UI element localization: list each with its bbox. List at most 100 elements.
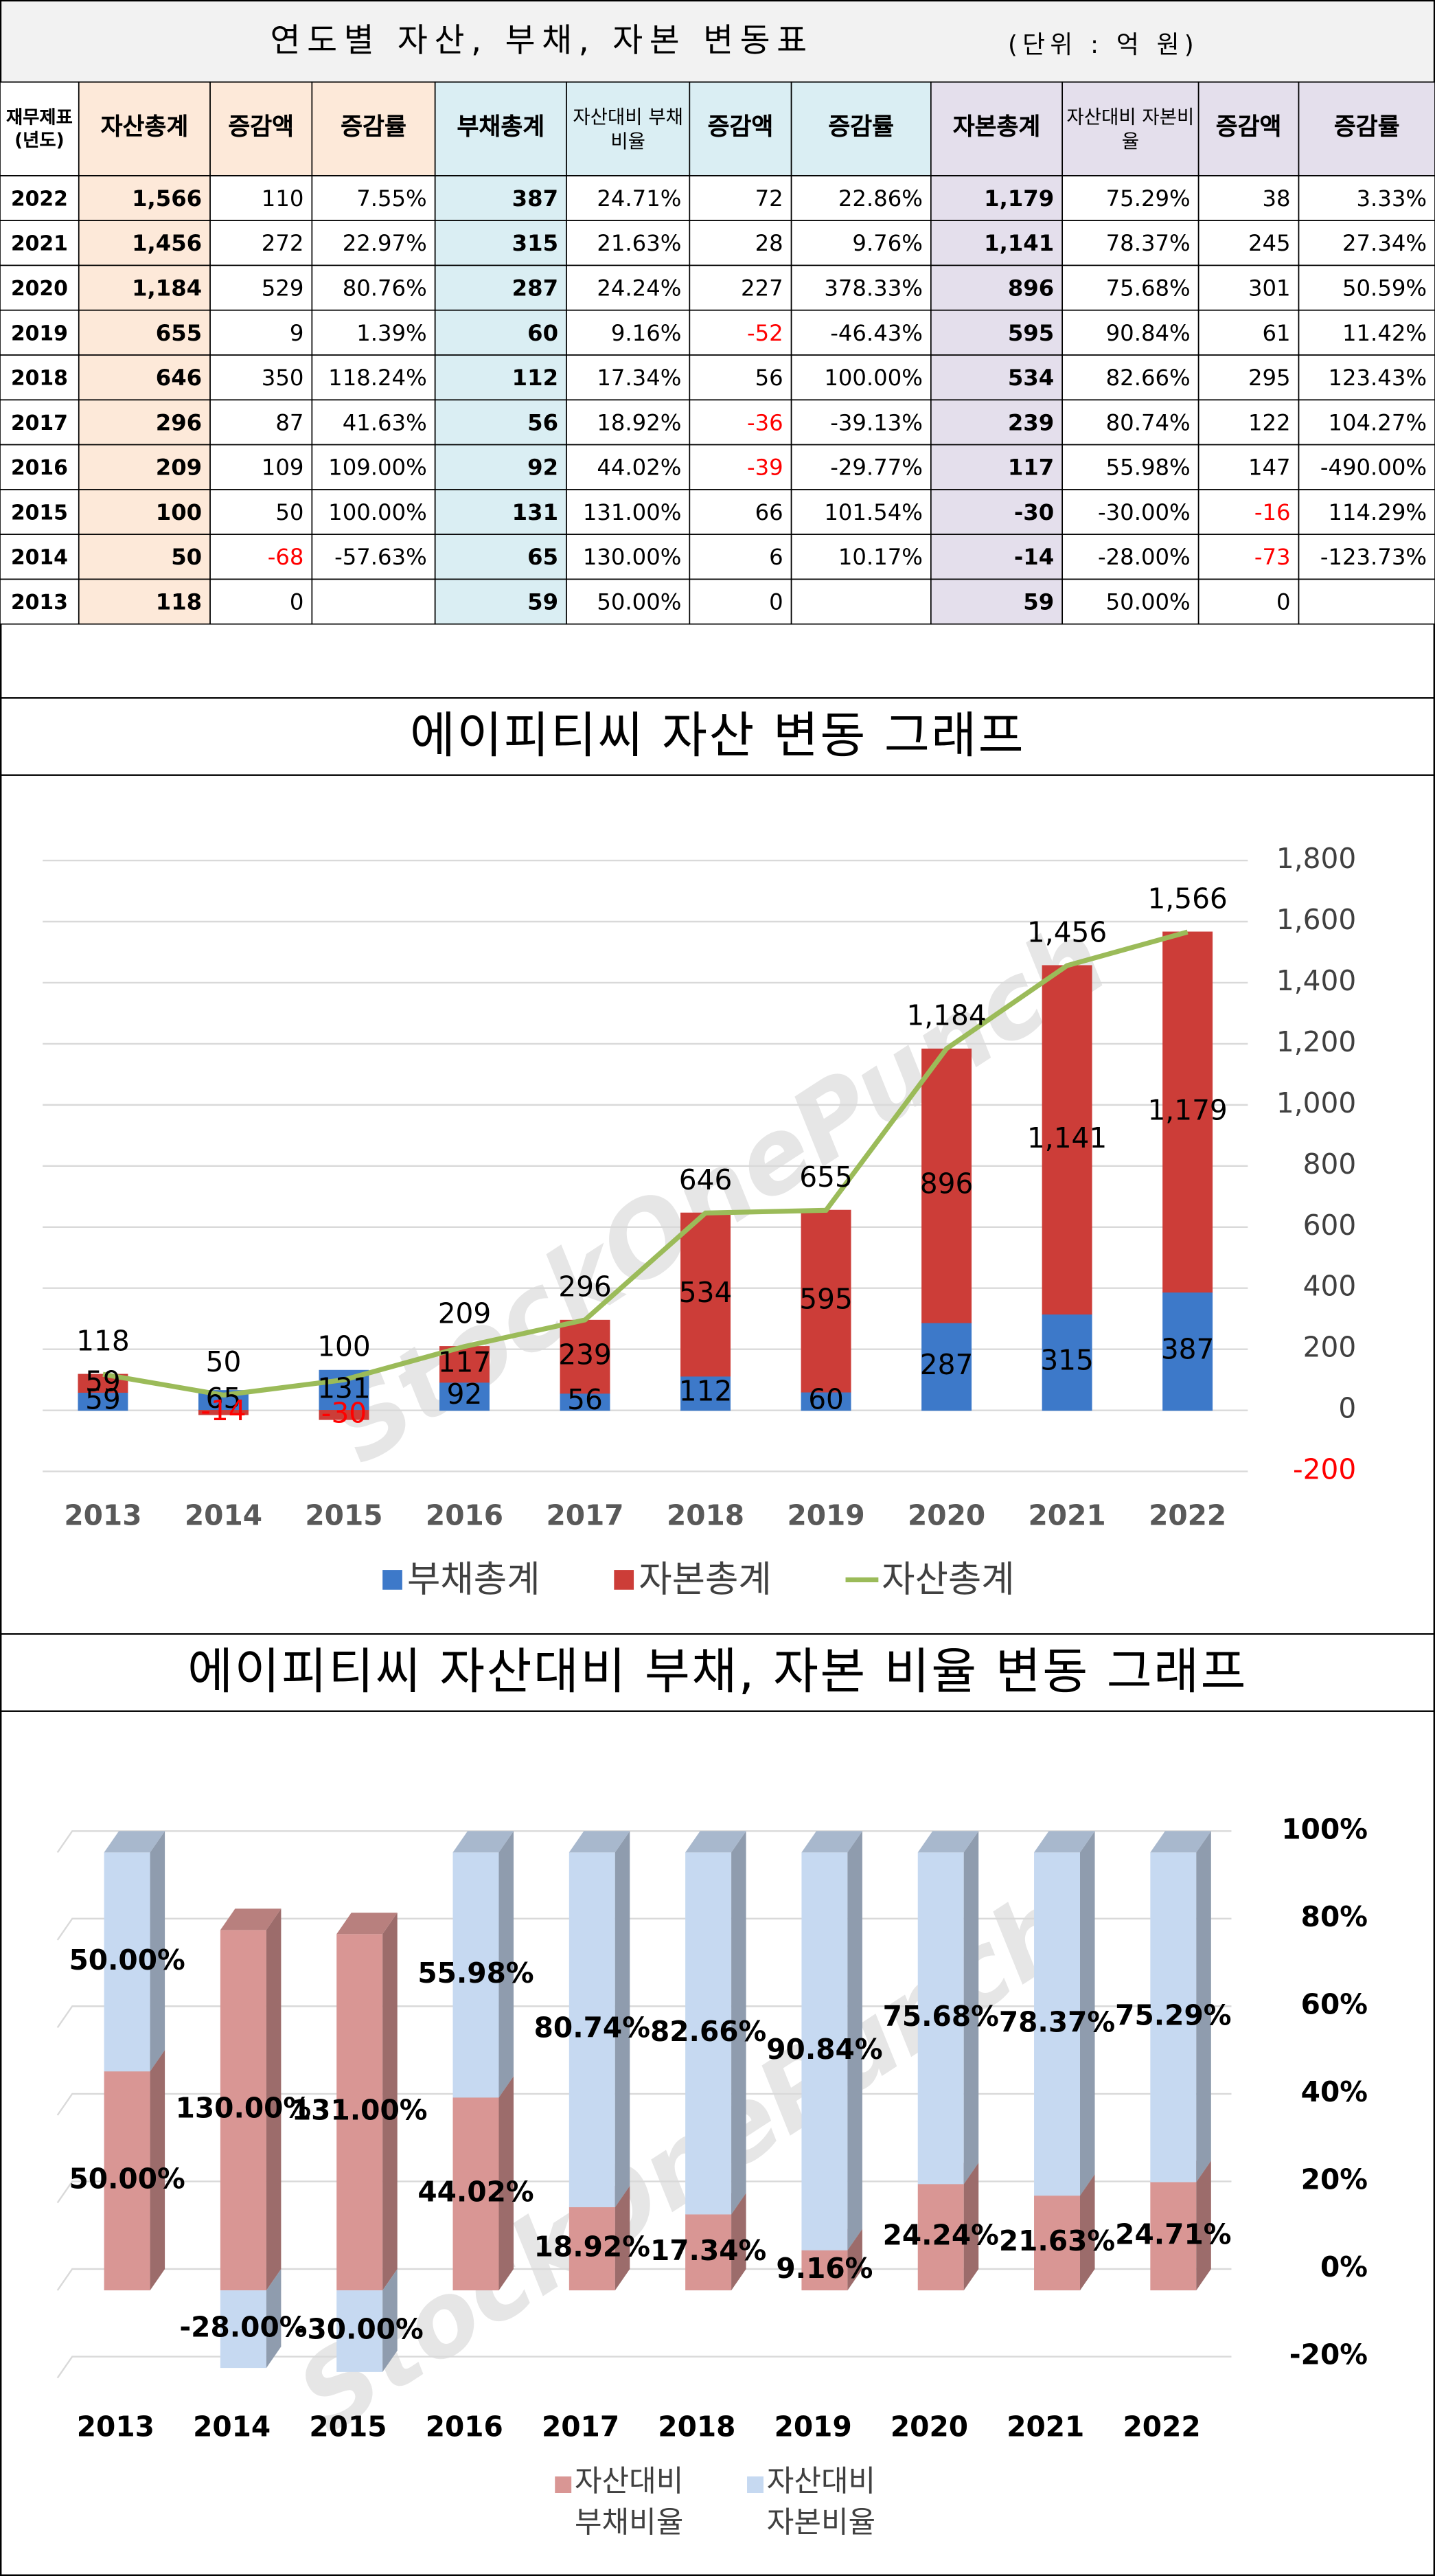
cell-value: 41.63%: [343, 409, 427, 435]
bar-side: [1196, 1831, 1211, 2182]
header-label: 증감액: [1215, 115, 1282, 142]
row-year: 2019: [11, 321, 68, 345]
bar-side: [266, 1908, 282, 2291]
header-cell: [1197, 81, 1300, 176]
header-label-box: 증감률: [1333, 115, 1400, 142]
table-cell: [434, 489, 567, 535]
cell-value: -123.73%: [1320, 544, 1427, 570]
table-cell: [311, 534, 436, 580]
bar-side: [498, 1831, 514, 2098]
cell-value: -39.13%: [830, 409, 923, 435]
table-cell: [689, 534, 792, 580]
bar-side: [615, 1831, 630, 2208]
cell-value: 44.02%: [597, 455, 681, 481]
table-cell: [209, 354, 313, 401]
chart-title: 에이피티씨 자산 변동 그래프: [410, 707, 1025, 764]
cell-value: 61: [1263, 320, 1291, 346]
table-cell: [689, 578, 792, 625]
row-year: 2016: [11, 456, 68, 480]
legend-label: 자본총계: [639, 1558, 772, 1600]
data-label: -14: [200, 1394, 246, 1427]
bar: [680, 1212, 731, 1377]
cell-value: 315: [512, 230, 558, 256]
table-cell: [78, 175, 211, 221]
table-cell: [78, 489, 211, 535]
table-cell: [930, 489, 1064, 535]
cell-value: 82.66%: [1106, 365, 1191, 391]
data-label: 75.29%: [1115, 1998, 1231, 2031]
cell-value: -68: [268, 544, 304, 570]
table-cell: [689, 444, 792, 490]
cell-value: 1,566: [132, 185, 202, 212]
cell-value: 87: [275, 409, 303, 435]
cell-value: 18.92%: [597, 409, 681, 435]
cell-value: 387: [512, 185, 558, 212]
table-cell: [1298, 399, 1435, 446]
bar-3d: [801, 1831, 862, 2250]
cell-value: 55.98%: [1106, 455, 1191, 481]
cell-value: 9.16%: [611, 320, 682, 346]
cell-value: 21.63%: [597, 230, 681, 256]
row-year: 2022: [11, 187, 68, 211]
chart-title-box: [0, 697, 1435, 776]
cell-value: 50: [275, 499, 303, 525]
data-label: 24.71%: [1115, 2218, 1231, 2250]
x-tick-label: 2021: [1029, 1499, 1106, 1532]
cell-value: 59: [527, 589, 558, 615]
cell-value: 65: [527, 544, 558, 570]
cell-value: -14: [1014, 544, 1054, 570]
cell-value: -16: [1254, 499, 1291, 525]
bar-side: [847, 1831, 862, 2250]
cell-value: 109: [262, 455, 304, 481]
legend-label-box: 자산대비 부채비율: [575, 2465, 683, 2540]
bar-front: [336, 1934, 383, 2291]
table-cell: [1061, 309, 1199, 356]
x-tick-label: 2022: [1149, 1499, 1226, 1532]
table-cell: [1061, 264, 1199, 311]
data-label: 65: [206, 1382, 242, 1415]
table-cell: [930, 175, 1064, 221]
header-label: 증감률: [1333, 115, 1400, 142]
header-label-box: 증감률: [828, 115, 894, 141]
bar-front: [801, 2250, 848, 2291]
cell-value: 1,456: [132, 230, 202, 256]
cell-value: 1,141: [984, 230, 1054, 256]
bar-front: [569, 1852, 615, 2208]
cell-value: 147: [1248, 455, 1291, 481]
cell-value: 655: [156, 320, 202, 346]
data-label: 50.00%: [69, 2163, 185, 2196]
cell-value: -28.00%: [1098, 544, 1191, 570]
row-year: 2014: [11, 546, 68, 570]
cell-value: 66: [755, 499, 783, 525]
table-cell: [78, 220, 211, 266]
cell-value: 110: [262, 185, 304, 212]
bar-front: [1150, 1852, 1197, 2182]
header-label-box: 자본총계: [953, 115, 1041, 141]
cell-value: 100: [156, 499, 202, 525]
cell-value: 350: [262, 365, 304, 391]
table-cell: [1061, 444, 1199, 490]
bar-front: [220, 2290, 266, 2369]
cell-value: 27.34%: [1342, 230, 1427, 256]
data-label: 896: [920, 1167, 974, 1200]
cell-value: 56: [527, 409, 558, 435]
bar-front: [104, 2071, 150, 2291]
bar-front: [220, 1930, 266, 2291]
data-label: 131.00%: [292, 2094, 428, 2127]
cell-value: 75.29%: [1106, 185, 1191, 212]
header-cell: [434, 81, 567, 176]
cell-value: 896: [1008, 275, 1054, 301]
table-cell: [1298, 489, 1435, 535]
cell-value: 295: [1248, 365, 1291, 391]
cell-value: 118.24%: [328, 365, 427, 391]
table-cell: [790, 354, 932, 401]
header-label-box: 자산대비 자본비율: [1066, 105, 1194, 152]
cell-value: 130.00%: [583, 544, 682, 570]
data-label: 1,184: [906, 999, 986, 1032]
bar: [560, 1393, 610, 1411]
x-tick-label: 2017: [542, 2410, 619, 2443]
bar-side: [731, 1831, 746, 2215]
x-tick-label: 2017: [546, 1499, 623, 1532]
bar-top: [336, 1913, 398, 1935]
bar: [198, 1410, 249, 1415]
